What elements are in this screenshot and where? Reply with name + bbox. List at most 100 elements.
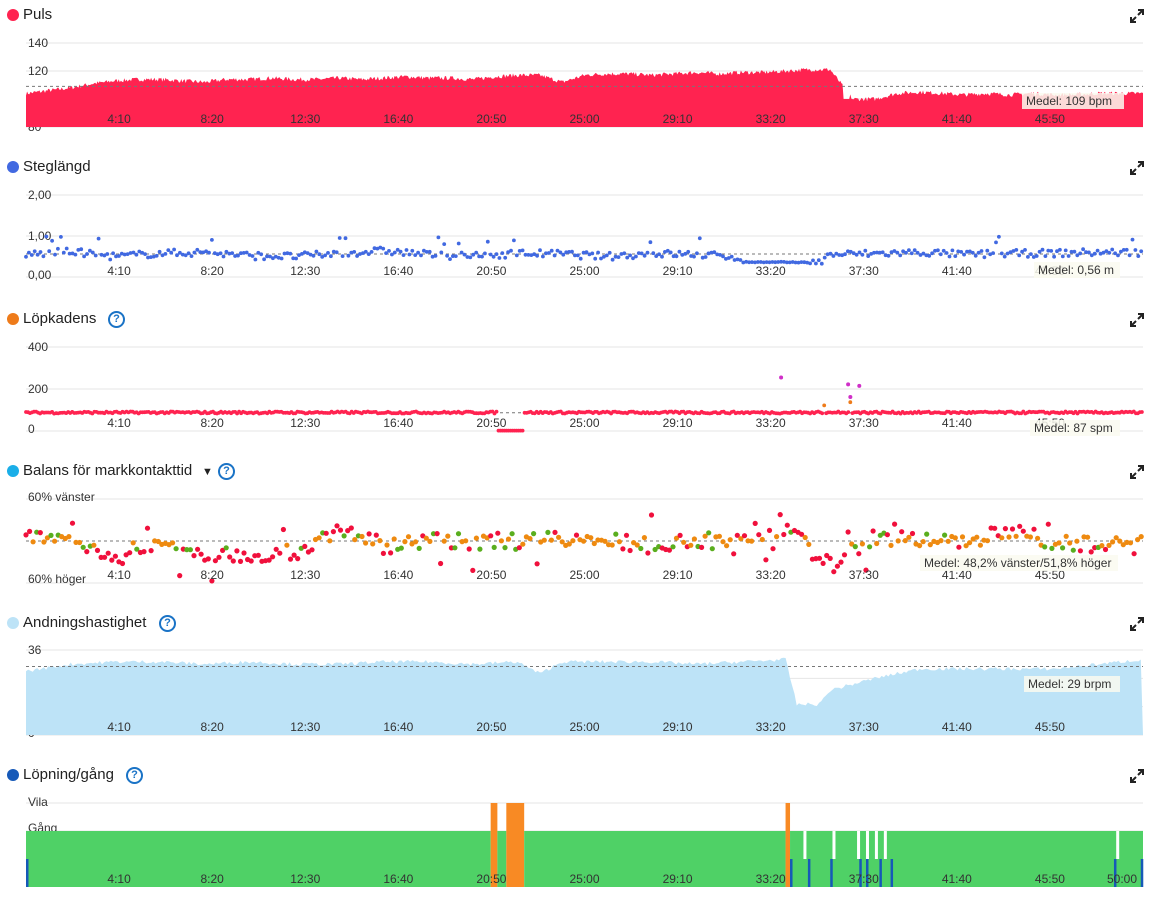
stride-point — [726, 256, 731, 260]
stride-point — [122, 252, 127, 257]
dropdown-caret-icon[interactable]: ▼ — [202, 466, 213, 478]
stride-point — [552, 253, 557, 258]
help-icon[interactable]: ? — [159, 615, 176, 632]
stride-point — [183, 253, 188, 258]
stride-point — [256, 250, 261, 255]
expand-icon[interactable] — [1130, 465, 1144, 479]
stride-point — [314, 249, 319, 254]
balance-point — [498, 538, 504, 544]
stride-point — [575, 253, 580, 258]
balance-point — [1102, 546, 1109, 553]
balance-point — [573, 532, 580, 538]
runwalk-segment-run — [524, 831, 786, 887]
stride-point — [625, 255, 630, 260]
stride-point — [105, 252, 110, 256]
stride-point — [1110, 247, 1115, 252]
cadence-point — [820, 411, 825, 416]
cadence-point — [494, 409, 499, 414]
cadence-x-tick-label: 8:20 — [200, 416, 224, 430]
stride-point — [221, 254, 226, 259]
expand-icon[interactable] — [1130, 9, 1144, 23]
help-icon[interactable]: ? — [108, 311, 125, 328]
stride-point — [877, 250, 882, 255]
stride-point — [1066, 254, 1071, 258]
balance-point — [959, 534, 966, 540]
cadence-chart: 400 200 0 4:10 8:20 12:30 16:40 20:50 25:00 29:10… — [24, 340, 1144, 436]
balance-point — [963, 543, 969, 549]
stride-point — [848, 249, 853, 254]
stride-point — [724, 257, 728, 261]
balance-point — [859, 541, 866, 547]
balance-title: Balans för markkontakttid — [23, 462, 193, 479]
stride-point — [1101, 250, 1106, 255]
expand-icon[interactable] — [1130, 769, 1144, 783]
balance-point — [806, 541, 812, 547]
stride-point — [82, 254, 86, 259]
pulse-dot-icon — [7, 9, 19, 21]
stride-point — [149, 255, 153, 259]
balance-point — [727, 537, 733, 543]
stride-point — [604, 253, 609, 258]
balance-point — [1017, 523, 1023, 529]
runwalk-x-tick-label: 33:20 — [756, 872, 786, 886]
balance-x-tick-label: 33:20 — [756, 568, 786, 582]
balance-point — [527, 536, 533, 542]
stride-point — [1052, 254, 1056, 259]
stride-point — [175, 253, 179, 258]
stride-point — [151, 254, 156, 259]
stride-point — [898, 253, 903, 258]
balance-point — [348, 525, 354, 531]
balance-point — [620, 546, 626, 552]
balance-point — [691, 536, 698, 542]
stride-point — [886, 253, 891, 258]
stride-point — [215, 252, 220, 257]
stride-y-tick-label: 2,00 — [28, 188, 52, 202]
stride-point — [227, 251, 232, 256]
stride-point — [654, 254, 659, 258]
cadence-y-tick-label: 400 — [28, 340, 48, 354]
stride-point — [671, 254, 676, 259]
stride-point — [860, 252, 865, 257]
runwalk-marker — [790, 859, 793, 887]
stride-point — [160, 253, 165, 258]
expand-icon[interactable] — [1130, 313, 1144, 327]
balance-point — [552, 529, 558, 535]
stride-point — [61, 250, 66, 255]
stride-point — [300, 252, 304, 256]
stride-point — [1072, 249, 1077, 254]
stride-point — [648, 240, 653, 245]
help-icon[interactable]: ? — [218, 463, 235, 480]
stride-point — [108, 257, 113, 262]
pulse-x-tick-label: 25:00 — [569, 112, 599, 126]
balance-point — [816, 555, 823, 561]
pulse-x-tick-label: 4:10 — [107, 112, 131, 126]
breath-dot-icon — [7, 617, 19, 629]
stride-point — [875, 250, 879, 255]
balance-point — [130, 540, 136, 546]
stride-point — [372, 246, 377, 251]
stride-point — [480, 254, 484, 259]
balance-point — [23, 532, 29, 538]
stride-point — [1040, 247, 1045, 252]
stride-point — [291, 256, 296, 261]
stride-point — [334, 250, 339, 255]
balance-point — [445, 533, 451, 539]
expand-icon[interactable] — [1130, 617, 1144, 631]
balance-point — [616, 539, 623, 545]
stride-point — [387, 249, 391, 253]
balance-point — [363, 540, 369, 546]
stride-point — [305, 251, 310, 255]
stride-point — [695, 251, 699, 256]
stride-point — [488, 252, 493, 257]
stride-point — [483, 251, 487, 256]
stride-point — [453, 254, 458, 258]
expand-icon[interactable] — [1130, 161, 1144, 175]
stride-point — [392, 250, 397, 255]
stride-point — [477, 254, 481, 259]
stride-point — [869, 252, 873, 256]
stride-point — [796, 260, 801, 265]
balance-point — [613, 531, 619, 537]
help-icon[interactable]: ? — [126, 767, 143, 784]
stride-point — [732, 258, 737, 262]
breath-x-tick-label: 20:50 — [476, 720, 506, 734]
